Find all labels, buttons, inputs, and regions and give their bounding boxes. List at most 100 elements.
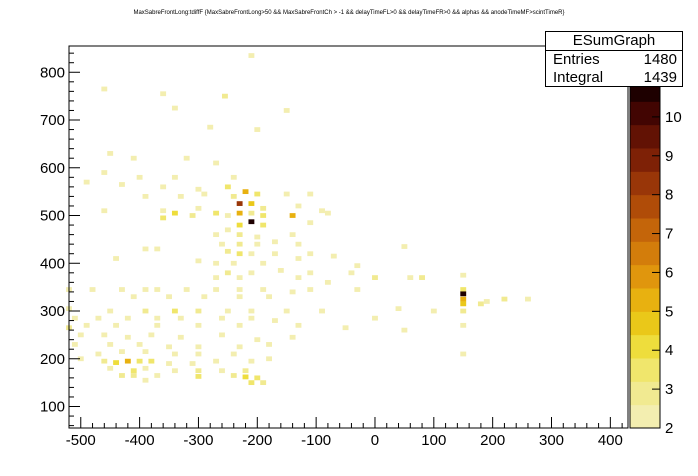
plot-title: MaxSabreFrontLong:tdiffF {MaxSabreFrontL… bbox=[133, 10, 565, 16]
heatmap-cell bbox=[136, 342, 143, 347]
heatmap-cell bbox=[130, 155, 137, 161]
heatmap-cell bbox=[136, 174, 143, 180]
heatmap-cell bbox=[83, 322, 90, 328]
heatmap-cell bbox=[195, 374, 202, 379]
y-tick-label: 100 bbox=[40, 399, 65, 416]
heatmap-cell bbox=[160, 215, 167, 221]
heatmap-cell bbox=[171, 351, 178, 357]
heatmap-cell bbox=[130, 373, 137, 378]
axes: -500 -400 -300 -200 -100 0 100 200 300 400 100 200 3… bbox=[40, 52, 623, 449]
heatmap-cell bbox=[124, 334, 131, 340]
heatmap-cell bbox=[260, 287, 267, 292]
heatmap-cell bbox=[260, 260, 267, 266]
heatmap-cell bbox=[295, 203, 302, 209]
heatmap-cell bbox=[107, 365, 114, 371]
heatmap-cell bbox=[119, 287, 125, 292]
x-tick-label: -200 bbox=[242, 432, 272, 449]
heatmap-cell bbox=[230, 260, 237, 266]
heatmap-cell bbox=[248, 315, 255, 321]
heatmap-cell bbox=[254, 191, 261, 197]
heatmap-cell bbox=[230, 174, 237, 180]
heatmap-cell bbox=[201, 191, 208, 197]
heatmap-cell bbox=[254, 375, 261, 381]
heatmap-cell bbox=[154, 373, 161, 378]
heatmap-cell bbox=[460, 351, 467, 357]
heatmap-cell bbox=[177, 334, 184, 340]
heatmap-cell bbox=[160, 208, 167, 214]
heatmap-cell bbox=[154, 287, 161, 292]
heatmap-cell bbox=[224, 248, 231, 254]
palette-tick-label: 6 bbox=[665, 264, 673, 281]
heatmap-cell bbox=[295, 241, 302, 247]
heatmap-cell bbox=[236, 232, 243, 237]
palette-tick-label: 10 bbox=[665, 109, 682, 126]
heatmap-cell bbox=[260, 222, 267, 228]
heatmap-cell bbox=[236, 222, 243, 228]
heatmap-cell bbox=[354, 263, 361, 269]
heatmap-cell bbox=[460, 308, 467, 314]
heatmap-cell bbox=[219, 368, 225, 374]
heatmap-cell bbox=[372, 315, 378, 321]
heatmap-cell bbox=[171, 308, 178, 314]
heatmap-cell bbox=[248, 308, 255, 314]
heatmap-cell bbox=[272, 239, 278, 245]
heatmap-cell bbox=[236, 201, 243, 206]
palette-band bbox=[630, 171, 660, 196]
heatmap-cell bbox=[213, 287, 220, 292]
heatmap-cell bbox=[342, 325, 349, 331]
heatmap-cell bbox=[142, 365, 149, 371]
heatmap-cell bbox=[477, 301, 484, 307]
heatmap-cell bbox=[501, 296, 508, 302]
heatmap-cell bbox=[113, 360, 120, 365]
heatmap-cell bbox=[372, 275, 378, 280]
heatmap-cell bbox=[236, 287, 243, 292]
y-tick-label: 200 bbox=[40, 351, 65, 368]
heatmap-cell bbox=[483, 299, 490, 304]
heatmap-cell bbox=[177, 194, 184, 199]
heatmap-cell bbox=[266, 356, 272, 362]
heatmap-cell bbox=[142, 194, 149, 199]
heatmap-cell bbox=[307, 251, 314, 257]
heatmap-cell bbox=[142, 349, 149, 354]
palette-band bbox=[630, 381, 660, 406]
heatmap-cell bbox=[107, 151, 114, 156]
heatmap-cells bbox=[66, 53, 531, 386]
heatmap-cell bbox=[95, 315, 102, 321]
heatmap-cell bbox=[266, 342, 272, 347]
x-tick-label: 100 bbox=[421, 432, 446, 449]
heatmap-cell bbox=[272, 251, 278, 257]
heatmap-cell bbox=[171, 174, 178, 180]
heatmap-cell bbox=[142, 308, 149, 314]
heatmap-cell bbox=[195, 344, 202, 350]
heatmap-cell bbox=[101, 86, 108, 92]
palette-tick-label: 8 bbox=[665, 187, 673, 204]
heatmap-cell bbox=[107, 308, 114, 314]
heatmap-cell bbox=[95, 351, 102, 357]
heatmap-cell bbox=[260, 380, 267, 386]
heatmap-cell bbox=[195, 258, 202, 264]
heatmap-cell bbox=[219, 241, 225, 247]
heatmap-cell bbox=[219, 332, 225, 338]
heatmap-cell bbox=[166, 294, 172, 300]
heatmap-cell bbox=[248, 358, 255, 364]
stats-entries-value: 1480 bbox=[643, 51, 677, 68]
heatmap-cell bbox=[289, 289, 296, 295]
heatmap-cell bbox=[407, 275, 414, 280]
heatmap-cell bbox=[154, 315, 161, 321]
heatmap-cell bbox=[260, 213, 267, 218]
heatmap-cell bbox=[254, 234, 261, 240]
palette-band bbox=[630, 218, 660, 242]
heatmap-cell bbox=[148, 332, 155, 338]
heatmap-cell bbox=[213, 160, 220, 166]
heatmap-cell bbox=[207, 124, 214, 130]
heatmap-cell bbox=[307, 270, 314, 276]
heatmap-cell bbox=[201, 294, 208, 300]
heatmap-cell bbox=[307, 287, 314, 292]
y-tick-label: 800 bbox=[40, 64, 65, 81]
heatmap-cell bbox=[248, 210, 255, 216]
heatmap-cell bbox=[195, 308, 202, 314]
heatmap-cell bbox=[289, 213, 296, 218]
heatmap-cell bbox=[354, 287, 361, 292]
heatmap-cell bbox=[283, 191, 290, 197]
heatmap-cell bbox=[71, 342, 78, 347]
